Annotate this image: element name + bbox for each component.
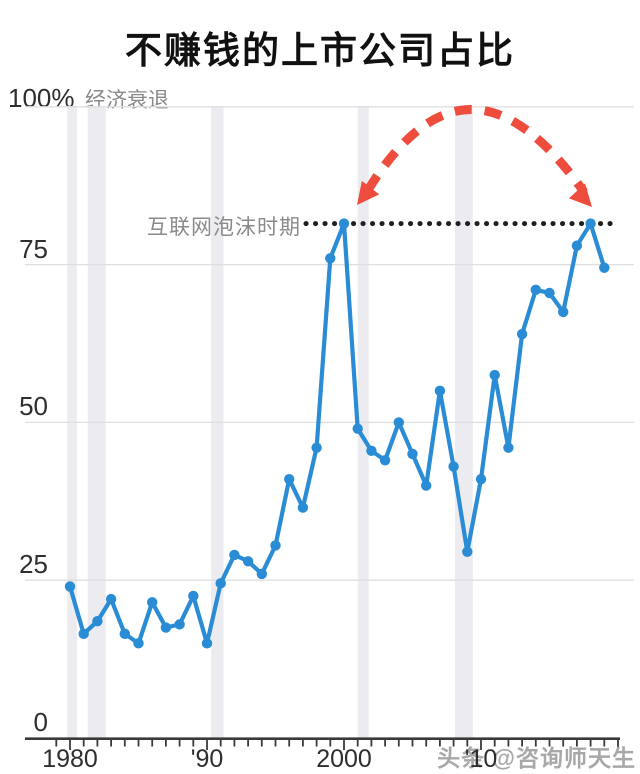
data-point — [78, 628, 89, 640]
data-point — [503, 442, 514, 453]
data-point — [489, 369, 500, 381]
data-point — [188, 590, 199, 602]
data-point — [421, 480, 432, 491]
chart-title: 不赚钱的上市公司占比 — [125, 30, 515, 71]
data-point — [571, 240, 583, 251]
data-point — [311, 442, 322, 453]
data-point — [516, 328, 528, 340]
data-point — [366, 445, 377, 457]
data-point — [256, 568, 267, 580]
data-point — [448, 461, 459, 472]
data-point — [434, 385, 446, 397]
y-axis-tick-label: 50 — [19, 391, 48, 422]
y-axis-tick-label: 25 — [19, 549, 48, 580]
x-axis-tick-label: '10 — [464, 745, 498, 773]
data-point — [215, 578, 226, 589]
data-point — [558, 306, 569, 318]
series-line — [67, 221, 607, 646]
data-point — [92, 616, 103, 627]
watermark-text: 头条 @咨询师天生 — [437, 745, 636, 771]
data-point — [105, 593, 117, 605]
x-axis-tick-label: 2000 — [316, 745, 372, 773]
data-point — [284, 474, 295, 485]
data-point — [147, 597, 158, 608]
x-axis-tick-label: 1980 — [42, 745, 98, 773]
dotcom-bubble-reference-label: 互联网泡沫时期 — [147, 216, 301, 239]
data-point — [379, 455, 391, 466]
data-point — [462, 546, 473, 557]
y-axis-tick-label: 0 — [33, 707, 48, 737]
data-point — [201, 638, 213, 649]
data-point — [133, 638, 144, 649]
data-point — [229, 549, 240, 561]
data-point — [352, 423, 363, 434]
y-axis-100-label: 100% — [8, 83, 75, 113]
data-point — [174, 619, 185, 630]
arrow-head-left — [357, 180, 380, 205]
bubble-comparison-arc — [364, 105, 588, 195]
data-point — [585, 218, 596, 229]
data-point — [325, 253, 336, 264]
data-point — [393, 417, 404, 428]
data-point — [407, 448, 418, 460]
arrow-head-right — [568, 183, 592, 207]
data-point — [475, 474, 487, 485]
data-point — [270, 540, 281, 551]
data-point — [599, 262, 610, 273]
data-point — [297, 502, 309, 513]
data-point — [242, 556, 254, 567]
y-axis-top-label-group: 100% 经济衰退 — [8, 83, 169, 114]
data-point — [160, 622, 172, 633]
y-axis-tick-label: 75 — [19, 233, 48, 264]
data-point — [530, 284, 541, 296]
data-point — [544, 287, 555, 299]
data-point — [119, 628, 130, 640]
x-axis-tick-label: '90 — [190, 745, 224, 773]
data-point — [64, 581, 76, 592]
data-point — [338, 218, 350, 229]
